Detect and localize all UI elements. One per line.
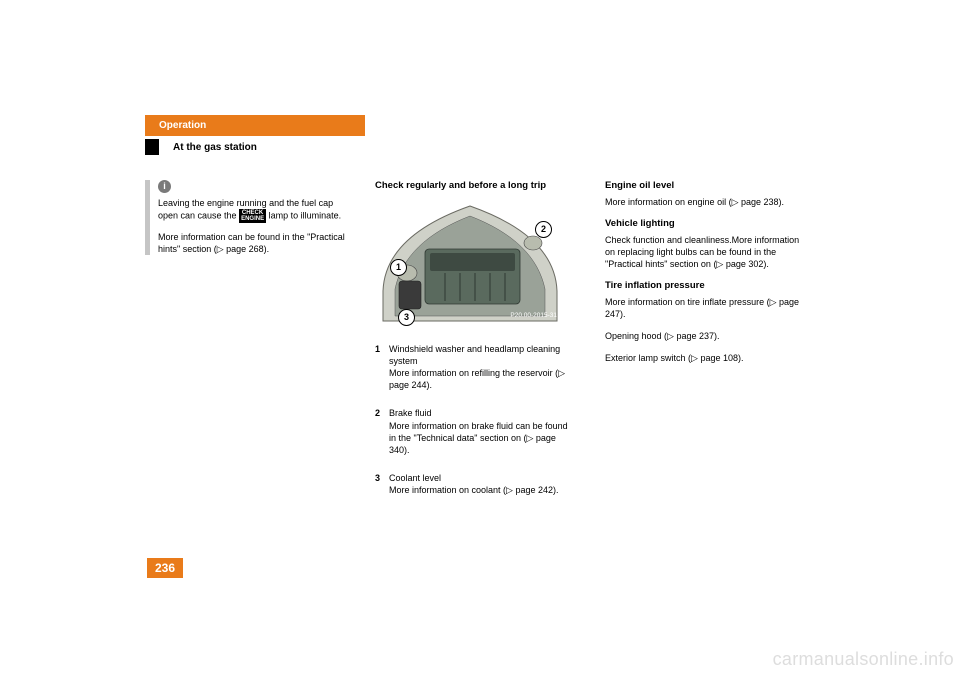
- item-text: Coolant level More information on coolan…: [389, 472, 575, 496]
- page-number: 236: [147, 558, 183, 578]
- callout-1: 1: [390, 259, 407, 276]
- diagram-ref: P20.00-2015-31: [510, 312, 557, 319]
- item-text: Windshield washer and headlamp cleaning …: [389, 343, 575, 392]
- engine-oil-body: More information on engine oil (▷ page 2…: [605, 196, 805, 208]
- note-paragraph-2: More information can be found in the "Pr…: [158, 231, 345, 255]
- note-paragraph-1: Leaving the engine running and the fuel …: [158, 197, 345, 223]
- item-title: Coolant level: [389, 473, 441, 483]
- tire-body: More information on tire inflate pressur…: [605, 296, 805, 320]
- note-box: i Leaving the engine running and the fue…: [145, 180, 345, 255]
- watermark: carmanualsonline.info: [773, 649, 954, 670]
- column-info: Engine oil level More information on eng…: [605, 180, 805, 512]
- item-num: 1: [375, 343, 389, 392]
- engine-diagram: P20.00-2015-31 1 2 3: [375, 201, 565, 331]
- item-title: Brake fluid: [389, 408, 432, 418]
- extra-lamp: Exterior lamp switch (▷ page 108).: [605, 352, 805, 364]
- note-text-post: lamp to illuminate.: [269, 211, 342, 221]
- item-body: More information on refilling the reserv…: [389, 368, 565, 390]
- callout-3: 3: [398, 309, 415, 326]
- extra-hood: Opening hood (▷ page 237).: [605, 330, 805, 342]
- section-tab: Operation: [145, 115, 365, 136]
- content-columns: i Leaving the engine running and the fue…: [145, 180, 825, 512]
- check-item-1: 1 Windshield washer and headlamp cleanin…: [375, 343, 575, 392]
- item-num: 3: [375, 472, 389, 496]
- section-marker: [145, 139, 159, 155]
- tire-heading: Tire inflation pressure: [605, 280, 805, 293]
- page-container: Operation At the gas station i Leaving t…: [145, 115, 825, 512]
- lighting-body: Check function and cleanliness.More info…: [605, 234, 805, 270]
- callout-2: 2: [535, 221, 552, 238]
- lighting-heading: Vehicle lighting: [605, 218, 805, 231]
- engine-oil-heading: Engine oil level: [605, 180, 805, 193]
- check-item-3: 3 Coolant level More information on cool…: [375, 472, 575, 496]
- column-check: Check regularly and before a long trip: [375, 180, 575, 512]
- subheader-row: At the gas station: [145, 139, 825, 155]
- item-body: More information on coolant (▷ page 242)…: [389, 485, 559, 495]
- item-text: Brake fluid More information on brake fl…: [389, 407, 575, 456]
- item-num: 2: [375, 407, 389, 456]
- check-engine-bottom: ENGINE: [241, 216, 264, 222]
- check-item-2: 2 Brake fluid More information on brake …: [375, 407, 575, 456]
- check-heading: Check regularly and before a long trip: [375, 180, 575, 193]
- column-note: i Leaving the engine running and the fue…: [145, 180, 345, 512]
- item-body: More information on brake fluid can be f…: [389, 421, 568, 455]
- item-title: Windshield washer and headlamp cleaning …: [389, 344, 560, 366]
- check-engine-icon: CHECK ENGINE: [239, 209, 266, 223]
- subheader-text: At the gas station: [173, 142, 257, 153]
- info-icon: i: [158, 180, 171, 193]
